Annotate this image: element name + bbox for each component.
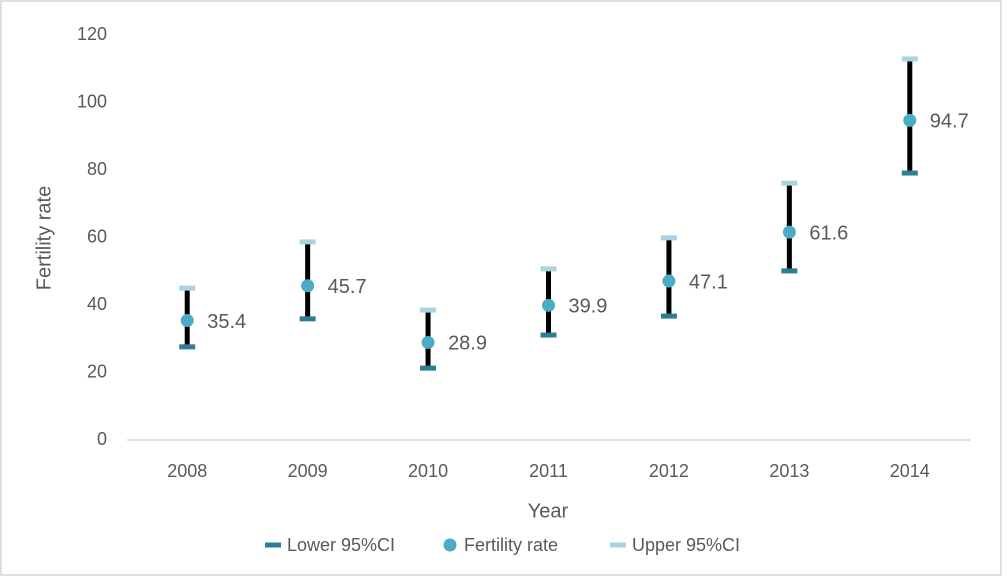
x-tick-label: 2012: [649, 461, 689, 481]
upper-marker: [179, 285, 196, 291]
rate-marker: [782, 225, 796, 239]
y-tick-label: 120: [77, 24, 107, 44]
upper-marker: [540, 266, 557, 272]
upper-marker: [781, 180, 798, 186]
y-tick-label: 0: [97, 429, 107, 449]
legend-swatch: [610, 542, 626, 548]
x-tick-label: 2009: [288, 461, 328, 481]
rate-marker: [903, 113, 917, 127]
lower-marker: [781, 268, 798, 274]
legend-label: Upper 95%CI: [632, 535, 740, 555]
legend-swatch: [265, 542, 281, 548]
legend-swatch: [443, 538, 457, 552]
lower-marker: [299, 316, 316, 322]
y-axis-title: Fertility rate: [33, 186, 55, 290]
upper-marker: [660, 235, 677, 241]
legend-label: Fertility rate: [464, 535, 558, 555]
x-tick-label: 2013: [769, 461, 809, 481]
rate-marker: [542, 298, 555, 312]
y-tick-label: 100: [77, 91, 107, 111]
y-tick-label: 80: [87, 159, 107, 179]
data-label: 47.1: [689, 271, 728, 293]
upper-marker: [420, 307, 437, 313]
data-label: 45.7: [328, 276, 367, 298]
x-tick-label: 2014: [890, 461, 930, 481]
upper-marker: [901, 56, 918, 62]
data-label: 35.4: [207, 311, 246, 333]
x-tick-label: 2010: [408, 461, 448, 481]
y-tick-label: 40: [87, 294, 107, 314]
lower-marker: [179, 344, 196, 350]
lower-marker: [901, 170, 918, 176]
data-label: 94.7: [930, 111, 969, 133]
lower-marker: [660, 313, 677, 319]
rate-marker: [662, 274, 676, 288]
lower-marker: [420, 365, 437, 371]
data-label: 28.9: [448, 333, 487, 355]
lower-marker: [540, 332, 557, 338]
x-tick-label: 2008: [167, 461, 207, 481]
y-tick-label: 20: [87, 361, 107, 381]
rate-marker: [301, 279, 315, 293]
data-label: 61.6: [809, 222, 848, 244]
x-axis-title: Year: [528, 500, 569, 522]
data-label: 39.9: [569, 296, 608, 318]
rate-marker: [180, 314, 194, 328]
y-tick-label: 60: [87, 226, 107, 246]
upper-marker: [299, 239, 316, 245]
x-tick-label: 2011: [529, 461, 568, 481]
legend-label: Lower 95%CI: [287, 535, 395, 555]
rate-marker: [421, 335, 435, 349]
